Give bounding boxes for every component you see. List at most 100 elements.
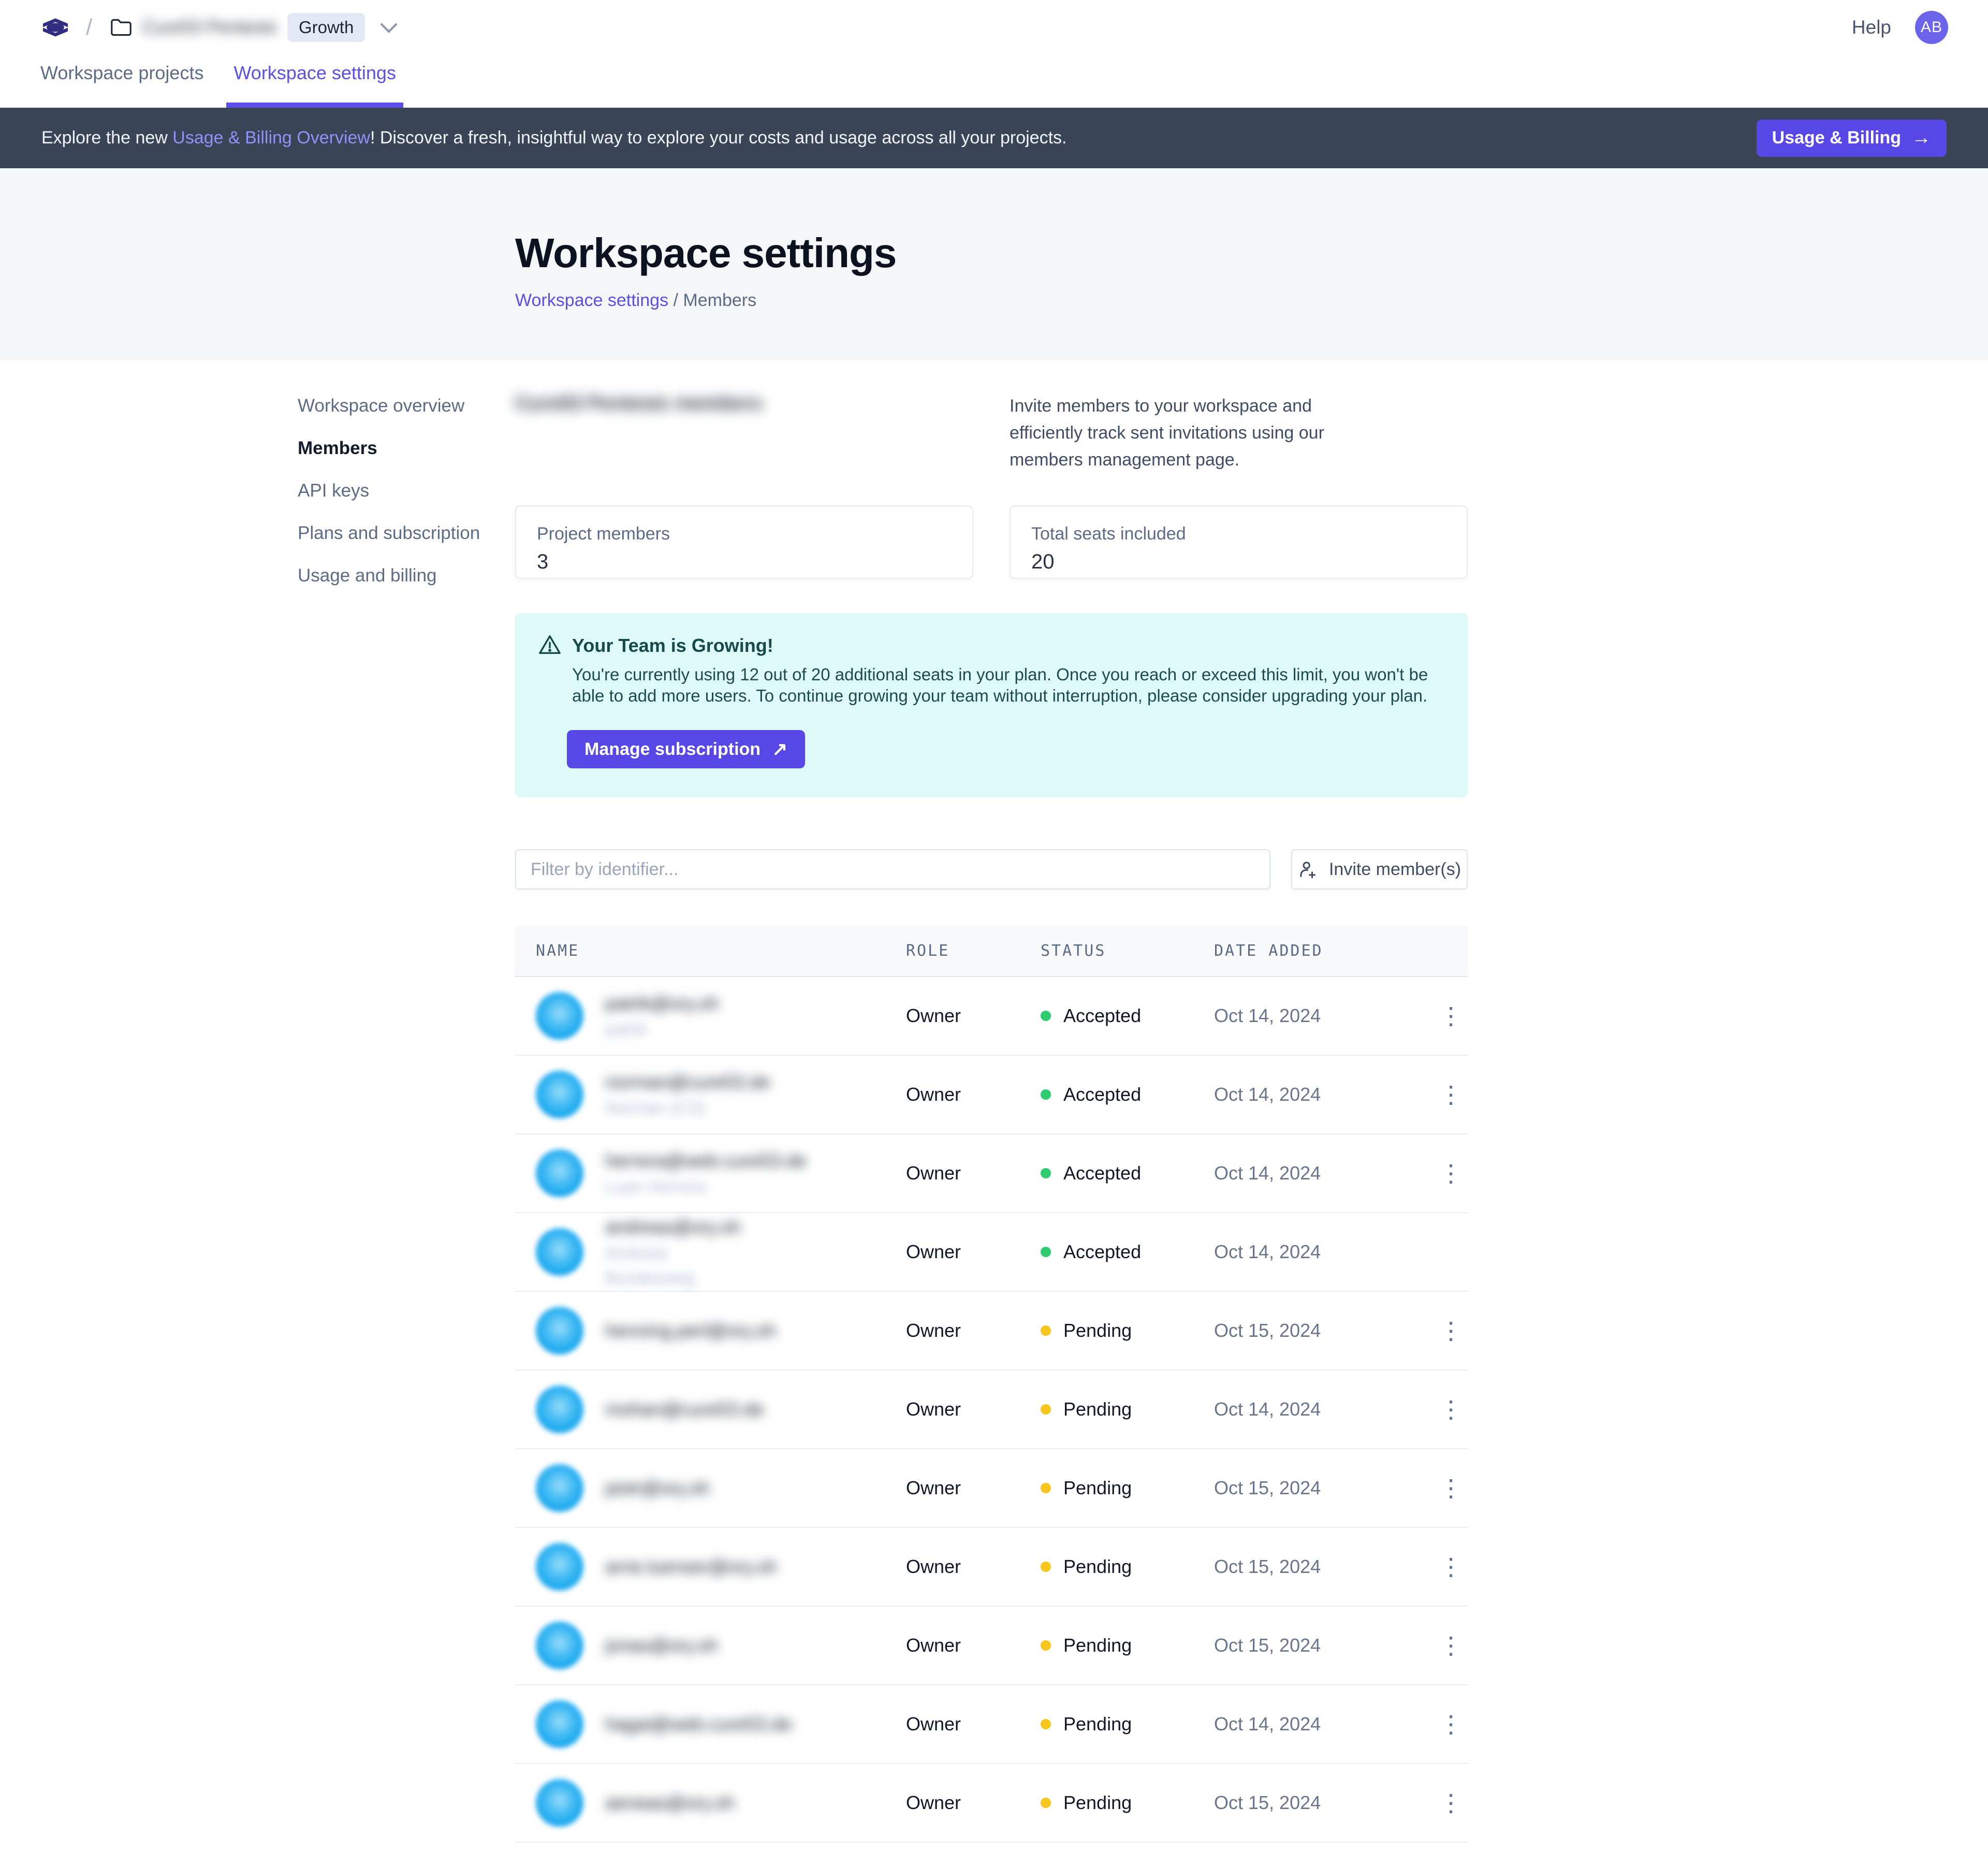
member-date-added: Oct 15, 2024 [1214, 1556, 1321, 1577]
chevron-down-icon[interactable] [378, 21, 399, 34]
table-row: herrera@web.cure53.de Luan Herrera Owner… [515, 1134, 1468, 1213]
column-header-date-added: DATE ADDED [1214, 942, 1323, 960]
member-date-added: Oct 15, 2024 [1214, 1477, 1321, 1498]
member-status: Pending [1041, 1792, 1214, 1814]
table-row: piotr@ory.sh Owner Pending Oct 15, 2024 … [515, 1449, 1468, 1528]
status-dot-icon [1041, 1798, 1051, 1808]
help-link[interactable]: Help [1851, 16, 1891, 38]
stat-label: Project members [537, 524, 670, 544]
row-menu-button[interactable]: ⋮ [1439, 1317, 1463, 1344]
member-email: aeneas@ory.sh [605, 1792, 735, 1813]
table-row: andreas@ory.sh Andreas Bundesweg Owner A… [515, 1213, 1468, 1292]
member-status: Pending [1041, 1713, 1214, 1735]
filter-input[interactable] [515, 849, 1270, 890]
tab-workspace-projects[interactable]: Workspace projects [40, 62, 204, 83]
member-role: Owner [906, 1084, 961, 1105]
member-name[interactable]: patrik [605, 1019, 647, 1039]
member-role: Owner [906, 1241, 961, 1262]
usage-billing-button[interactable]: Usage & Billing → [1756, 119, 1947, 157]
member-avatar [536, 1779, 583, 1827]
table-row: aeneas@ory.sh Owner Pending Oct 15, 2024… [515, 1764, 1468, 1843]
breadcrumb-separator: / [86, 14, 93, 40]
table-row: patrik@ory.sh patrik Owner Accepted Oct … [515, 977, 1468, 1056]
row-menu-button[interactable]: ⋮ [1439, 1711, 1463, 1738]
member-date-added: Oct 14, 2024 [1214, 1241, 1321, 1262]
table-row: mohan@cure53.de Owner Pending Oct 14, 20… [515, 1371, 1468, 1449]
sidenav-item-members[interactable]: Members [298, 438, 377, 458]
members-heading: Cure53 Pentests members [515, 392, 763, 414]
member-role: Owner [906, 1713, 961, 1734]
sidenav-item-workspace-overview[interactable]: Workspace overview [298, 396, 465, 416]
alert-title: Your Team is Growing! [572, 635, 773, 656]
member-email: andreas@ory.sh [605, 1216, 741, 1237]
stat-label: Total seats included [1031, 524, 1186, 544]
sidenav-item-api-keys[interactable]: API keys [298, 480, 370, 501]
member-status: Pending [1041, 1398, 1214, 1420]
status-dot-icon [1041, 1562, 1051, 1572]
table-row: hagai@web.cure53.de Owner Pending Oct 14… [515, 1685, 1468, 1764]
member-date-added: Oct 14, 2024 [1214, 1398, 1321, 1420]
status-dot-icon [1041, 1011, 1051, 1021]
member-name[interactable]: Luan Herrera [605, 1177, 706, 1196]
member-role: Owner [906, 1792, 961, 1813]
member-role: Owner [906, 1635, 961, 1656]
column-header-role: ROLE [906, 942, 950, 960]
member-avatar [536, 1543, 583, 1591]
table-row: norman@cure53.de Norman (CS) Owner Accep… [515, 1056, 1468, 1134]
status-dot-icon [1041, 1404, 1051, 1415]
sidenav-item-plans-subscription[interactable]: Plans and subscription [298, 523, 480, 543]
member-date-added: Oct 14, 2024 [1214, 1084, 1321, 1105]
member-email: hagai@web.cure53.de [605, 1713, 792, 1734]
members-intro-text: Invite members to your workspace and eff… [1010, 396, 1324, 470]
member-name[interactable]: Norman (CS) [605, 1098, 706, 1117]
member-role: Owner [906, 1556, 961, 1577]
row-menu-button[interactable]: ⋮ [1439, 1081, 1463, 1108]
member-date-added: Oct 14, 2024 [1214, 1005, 1321, 1026]
row-menu-button[interactable]: ⋮ [1439, 1396, 1463, 1423]
member-role: Owner [906, 1477, 961, 1498]
member-email: piotr@ory.sh [605, 1477, 710, 1498]
member-avatar [536, 1700, 583, 1748]
invite-members-button[interactable]: Invite member(s) [1291, 849, 1468, 890]
app-logo-icon[interactable] [40, 6, 70, 49]
row-menu-button[interactable]: ⋮ [1439, 1789, 1463, 1816]
sidenav-item-usage-billing[interactable]: Usage and billing [298, 565, 437, 586]
row-menu-button[interactable]: ⋮ [1439, 1160, 1463, 1187]
member-status: Pending [1041, 1556, 1214, 1578]
member-status: Accepted [1041, 1084, 1214, 1105]
row-menu-button[interactable]: ⋮ [1439, 1553, 1463, 1580]
status-dot-icon [1041, 1325, 1051, 1336]
folder-icon [110, 17, 133, 38]
member-name-line2[interactable]: Bundesweg [605, 1268, 695, 1287]
column-header-status: STATUS [1041, 942, 1106, 960]
members-table: NAME ROLE STATUS DATE ADDED patrik@ory.s… [515, 926, 1468, 1843]
row-menu-button[interactable]: ⋮ [1439, 1475, 1463, 1501]
member-name[interactable]: Andreas [605, 1243, 669, 1262]
person-add-icon [1298, 859, 1319, 880]
member-email: jonas@ory.sh [605, 1635, 718, 1656]
table-row: jonas@ory.sh Owner Pending Oct 15, 2024 … [515, 1607, 1468, 1685]
user-avatar[interactable]: AB [1915, 10, 1948, 44]
stat-value: 20 [1031, 550, 1055, 573]
status-dot-icon [1041, 1719, 1051, 1729]
workspace-name[interactable]: Cure53 Pentests [142, 17, 277, 37]
member-avatar [536, 1622, 583, 1669]
manage-subscription-button[interactable]: Manage subscription ↗ [567, 730, 806, 768]
member-avatar [536, 1386, 583, 1433]
member-email: arne.luenser@ory.sh [605, 1556, 778, 1577]
table-row: arne.luenser@ory.sh Owner Pending Oct 15… [515, 1528, 1468, 1607]
plan-badge: Growth [287, 12, 366, 42]
member-role: Owner [906, 1320, 961, 1341]
member-avatar [536, 1071, 583, 1118]
status-dot-icon [1041, 1247, 1051, 1257]
row-menu-button[interactable]: ⋮ [1439, 1632, 1463, 1659]
member-avatar [536, 1464, 583, 1512]
member-date-added: Oct 15, 2024 [1214, 1320, 1321, 1341]
stat-card-project-members: Project members 3 [515, 505, 973, 579]
usage-billing-overview-link[interactable]: Usage & Billing Overview [172, 128, 370, 148]
breadcrumb-settings-link[interactable]: Workspace settings [515, 290, 669, 310]
member-avatar [536, 992, 583, 1040]
row-menu-button[interactable]: ⋮ [1439, 1002, 1463, 1029]
member-status: Pending [1041, 1635, 1214, 1656]
tab-workspace-settings[interactable]: Workspace settings [226, 62, 403, 108]
